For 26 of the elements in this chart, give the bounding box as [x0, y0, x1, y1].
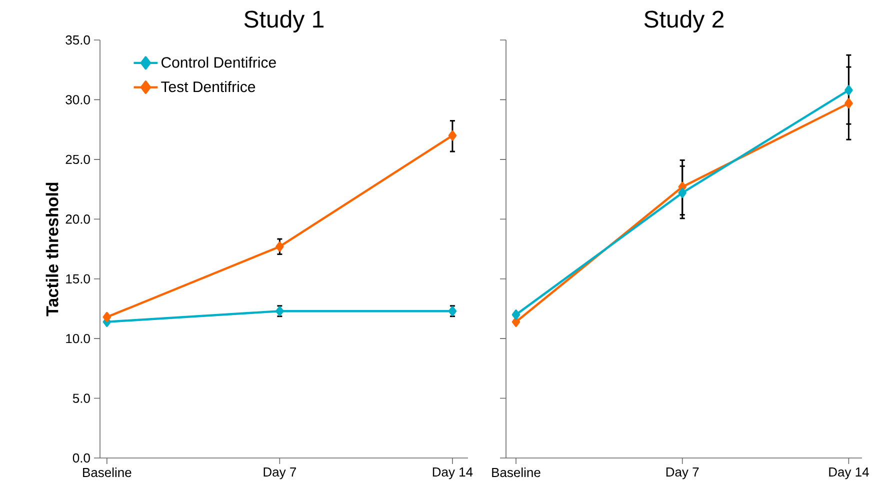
y-tick-label: 25.0: [66, 154, 90, 164]
x-tick-label: Day 7: [666, 468, 699, 480]
x-tick-label: Day 7: [264, 468, 296, 480]
x-tick-label: Day 14: [432, 468, 473, 480]
chart-title: Study 2: [644, 10, 724, 32]
point: [448, 130, 457, 141]
point: [512, 310, 520, 320]
y-tick-label: 35.0: [66, 35, 90, 45]
x-tick-label: Baseline: [83, 468, 132, 478]
legend-label: Control Dentifrice: [162, 56, 276, 68]
point: [276, 242, 284, 252]
x-tick-label: Day 14: [829, 468, 869, 480]
y-tick-label: 20.0: [66, 214, 90, 224]
point: [102, 312, 112, 322]
y-tick-label: 30.0: [66, 95, 90, 104]
y-tick-label: 10.0: [66, 334, 90, 344]
point: [678, 188, 686, 198]
chart-title: Study 1: [244, 10, 324, 32]
x-tick-label: Baseline: [492, 468, 540, 478]
point: [844, 85, 853, 96]
point: [844, 98, 853, 108]
y-tick-label: 0.0: [72, 453, 90, 463]
y-axis-title: Tactile threshold: [46, 182, 58, 316]
legend-label: Test Dentifrice: [161, 81, 256, 92]
y-tick-label: 5.0: [72, 394, 90, 403]
y-tick-label: 15.0: [66, 274, 90, 284]
